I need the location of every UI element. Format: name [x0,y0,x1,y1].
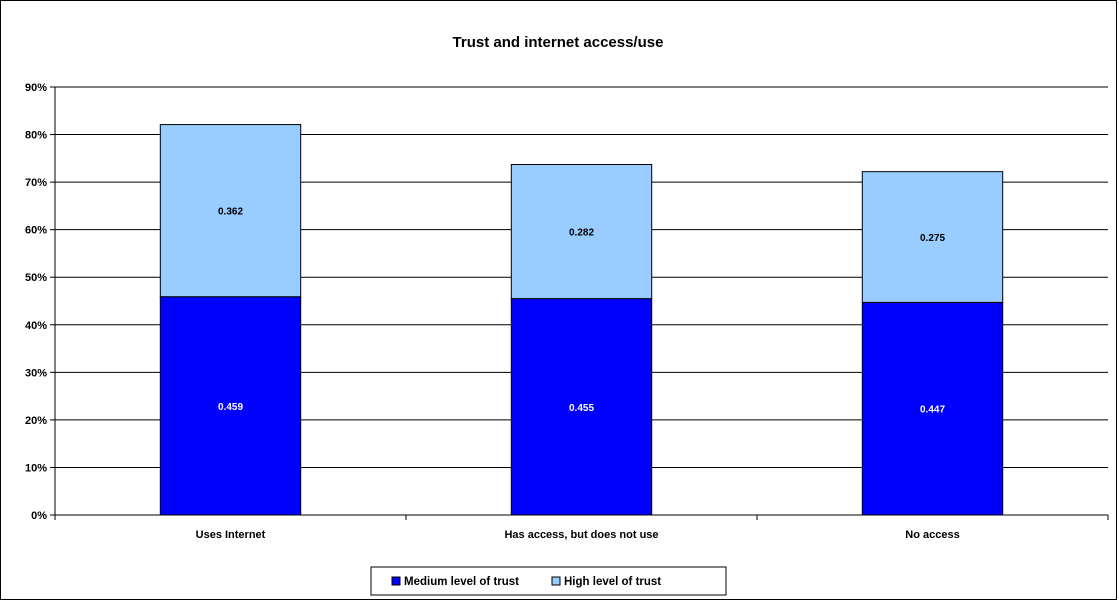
legend-label: High level of trust [564,576,661,588]
data-label: 0.282 [569,228,594,239]
y-tick-label: 30% [25,367,47,379]
legend-swatch [551,576,561,586]
legend: Medium level of trust High level of trust [370,566,727,596]
data-label: 0.275 [920,233,945,244]
y-tick-label: 80% [25,130,47,142]
x-category-label: Uses Internet [196,529,266,541]
legend-swatch [391,576,401,586]
y-tick-label: 50% [25,272,47,284]
data-label: 0.362 [218,207,243,218]
legend-label: Medium level of trust [404,576,519,588]
bars: 0.459 0.362 0.455 0.282 0.447 0.275 [159,124,1004,516]
y-tick-label: 70% [25,177,47,189]
y-tick-label: 0% [31,510,47,522]
data-label: 0.459 [218,402,243,413]
bar-segment [861,171,1004,303]
y-tick-label: 60% [25,225,47,237]
legend-box [370,566,727,596]
y-tick-label: 90% [25,82,47,94]
y-tick-label: 10% [25,462,47,474]
chart-title: Trust and internet access/use [453,34,664,51]
y-tick-label: 20% [25,415,47,427]
x-category-label: No access [905,529,959,541]
bar-segment [159,296,302,516]
y-tick-label: 40% [25,320,47,332]
bar-segment [159,124,302,298]
x-category-label: Has access, but does not use [504,529,658,541]
bar-segment [510,164,653,300]
axes: 0% 10% 20% 30% 40% 50% 60% 70% 80% 90% Uses Intern… [25,82,1109,541]
data-label: 0.447 [920,405,945,416]
data-label: 0.455 [569,403,594,414]
